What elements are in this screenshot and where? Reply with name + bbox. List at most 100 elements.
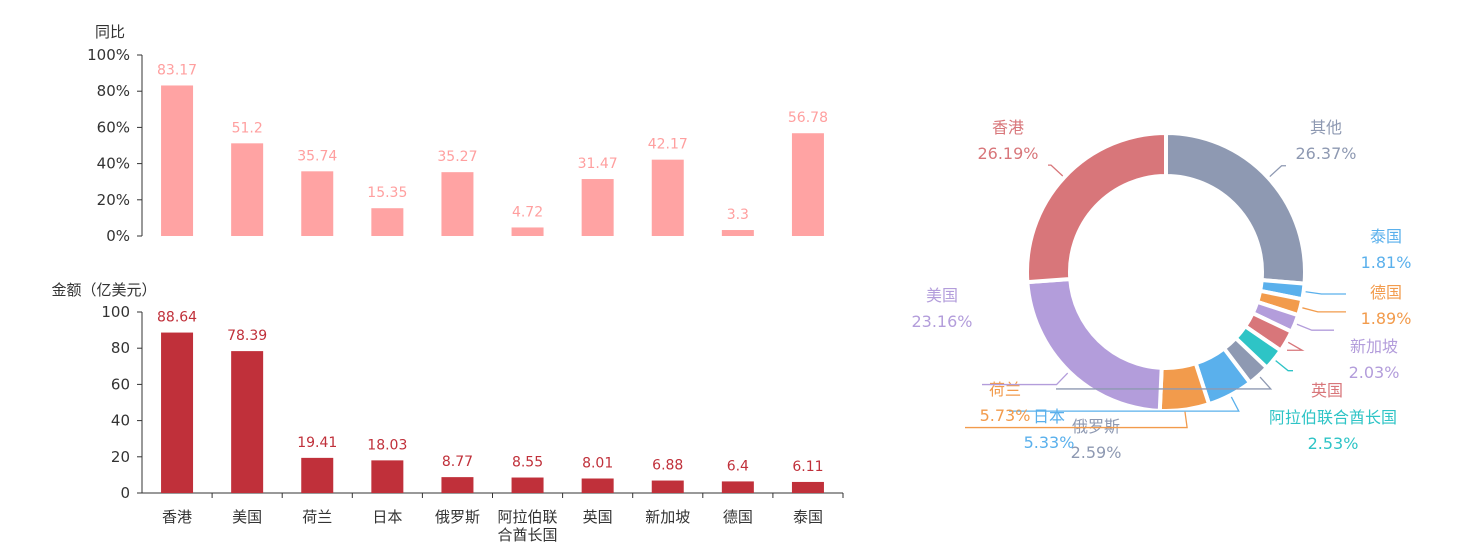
bar-value-label: 3.3 xyxy=(727,207,749,223)
bar-value-label: 19.41 xyxy=(297,435,337,451)
x-tick-label: 阿拉伯联 xyxy=(498,508,558,526)
leader-line xyxy=(1056,376,1273,390)
slice-percent-label: 2.03% xyxy=(1349,363,1400,382)
slice-percent-label: 2.53% xyxy=(1308,434,1359,453)
slice-name-label: 英国 xyxy=(1311,381,1343,400)
bar xyxy=(651,159,684,236)
bar-value-label: 35.27 xyxy=(437,149,477,165)
bar xyxy=(581,478,614,493)
bar xyxy=(301,171,334,236)
y-tick-label: 0% xyxy=(106,227,130,245)
y-tick-label: 60 xyxy=(111,375,130,393)
y-tick-label: 0 xyxy=(120,484,130,502)
bar-value-label: 56.78 xyxy=(788,110,828,126)
leader-line xyxy=(1296,323,1334,331)
leader-line xyxy=(1048,164,1064,177)
leader-line xyxy=(982,372,1069,386)
bar-value-label: 83.17 xyxy=(157,62,197,78)
donut-slice xyxy=(1164,130,1307,286)
x-tick-label: 合酋长国 xyxy=(498,526,558,544)
yoy-growth-bar-chart: 0% 20% 40% 60% 80% 100% 同比 83.17 51.2 35.74 15.35 3… xyxy=(87,23,828,245)
bar xyxy=(511,227,544,236)
leader-line xyxy=(1305,291,1346,295)
slice-percent-label: 5.33% xyxy=(1024,433,1075,452)
x-tick-label: 泰国 xyxy=(793,508,823,526)
x-tick-label: 美国 xyxy=(232,508,262,526)
x-tick-label: 德国 xyxy=(723,508,753,526)
x-tick-label: 俄罗斯 xyxy=(435,508,480,526)
slice-name-label: 日本 xyxy=(1033,407,1065,426)
bar xyxy=(161,332,194,493)
bar xyxy=(791,133,824,236)
y-tick-label: 20 xyxy=(111,448,130,466)
leader-line xyxy=(1287,341,1305,351)
bar xyxy=(441,172,474,236)
slice-name-label: 阿拉伯联合酋长国 xyxy=(1269,408,1397,427)
x-tick-label: 香港 xyxy=(162,508,192,526)
slice-name-label: 荷兰 xyxy=(989,380,1021,399)
bar-value-label: 6.88 xyxy=(652,458,683,474)
y-tick-label: 80 xyxy=(111,339,130,357)
bar-value-label: 31.47 xyxy=(578,156,618,172)
leader-line xyxy=(1275,360,1293,372)
bar-value-label: 78.39 xyxy=(227,328,267,344)
bar xyxy=(441,477,474,493)
slice-name-label: 美国 xyxy=(926,286,958,305)
bar xyxy=(791,481,824,493)
bar-value-label: 42.17 xyxy=(648,137,688,153)
slice-percent-label: 2.59% xyxy=(1071,443,1122,462)
leader-line xyxy=(1302,307,1346,313)
bar-value-label: 6.4 xyxy=(727,458,749,474)
slice-name-label: 香港 xyxy=(992,118,1024,137)
bar-value-label: 4.72 xyxy=(512,204,543,220)
bar-value-label: 8.01 xyxy=(582,456,613,472)
slice-name-label: 俄罗斯 xyxy=(1072,417,1120,436)
bar xyxy=(371,208,404,236)
slice-percent-label: 23.16% xyxy=(911,312,972,331)
slice-percent-label: 1.89% xyxy=(1361,309,1412,328)
y-tick-label: 40 xyxy=(111,412,130,430)
bar-value-label: 8.55 xyxy=(512,455,543,471)
y-axis-title: 金额（亿美元） xyxy=(51,281,156,299)
y-axis-title: 同比 xyxy=(95,23,125,41)
slice-percent-label: 26.37% xyxy=(1295,144,1356,163)
slice-percent-label: 5.73% xyxy=(980,406,1031,425)
y-tick-label: 40% xyxy=(97,155,130,173)
x-tick-label: 英国 xyxy=(583,508,613,526)
y-tick-label: 80% xyxy=(97,82,130,100)
bar-value-label: 35.74 xyxy=(297,148,337,164)
leader-line xyxy=(965,411,1188,429)
bar xyxy=(581,179,614,236)
slice-name-label: 德国 xyxy=(1370,283,1402,302)
y-tick-label: 100 xyxy=(101,303,130,321)
bar xyxy=(301,457,334,493)
bar xyxy=(231,351,264,493)
bar-value-label: 15.35 xyxy=(367,185,407,201)
leader-line xyxy=(1009,396,1240,412)
slice-name-label: 新加坡 xyxy=(1350,337,1398,356)
x-tick-label: 日本 xyxy=(372,508,402,526)
leader-line xyxy=(1269,165,1286,178)
slice-name-label: 泰国 xyxy=(1370,227,1402,246)
bar-value-label: 8.77 xyxy=(442,454,473,470)
donut-slice xyxy=(1025,276,1164,413)
bar xyxy=(511,477,544,493)
y-tick-label: 100% xyxy=(87,46,130,64)
bar xyxy=(721,230,754,236)
bar-value-label: 6.11 xyxy=(792,459,823,475)
y-tick-label: 60% xyxy=(97,118,130,136)
bar xyxy=(161,85,194,236)
bar-value-label: 18.03 xyxy=(367,437,407,453)
bar xyxy=(371,460,404,493)
share-donut-chart: 其他 26.37% 泰国 1.81% 德国 1.89% 新加坡 2.03% 英国阿拉伯联合酋长国… xyxy=(911,118,1411,462)
y-tick-label: 20% xyxy=(97,191,130,209)
bar-value-label: 88.64 xyxy=(157,310,197,326)
x-tick-label: 新加坡 xyxy=(645,508,690,526)
bar xyxy=(231,143,264,236)
amount-bar-chart: 0 20 40 60 80 100 金额（亿美元）88.64 香港 78.39 美国 19.41 荷兰… xyxy=(51,281,844,544)
donut-slice xyxy=(1025,130,1168,285)
x-tick-label: 荷兰 xyxy=(302,508,332,526)
bar-value-label: 51.2 xyxy=(232,120,263,136)
bar xyxy=(651,480,684,493)
